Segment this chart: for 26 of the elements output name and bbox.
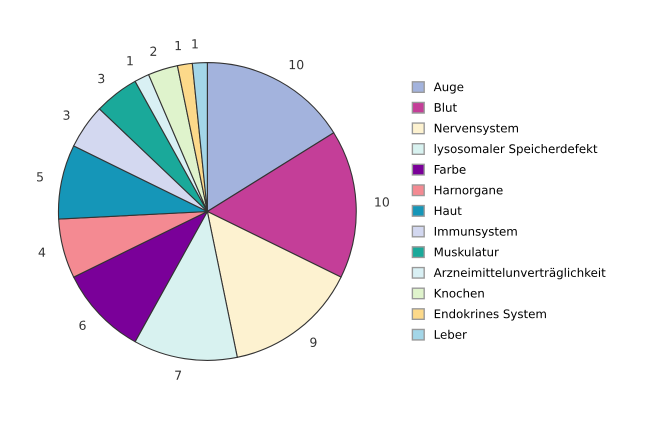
data-label: 3	[98, 74, 104, 84]
data-label: 4	[38, 248, 46, 257]
legend-label: Nervensystem	[434, 124, 518, 135]
data-label: 1	[176, 40, 181, 50]
legend-label: Endokrines System	[434, 309, 546, 321]
legend-label: Harnorgane	[434, 186, 503, 197]
data-label: 10	[290, 60, 304, 70]
legend-label: Blut	[434, 102, 457, 112]
legend-label: Knochen	[434, 288, 484, 298]
data-label: 1	[127, 56, 133, 66]
legend-label: lysosomaler Speicherdefekt	[434, 144, 598, 156]
legend-label: Haut	[434, 206, 462, 216]
legend-label: Leber	[434, 330, 467, 339]
legend-label: Muskulatur	[434, 247, 499, 256]
data-label: 10	[375, 197, 389, 207]
data-label: 7	[175, 370, 182, 380]
data-label: 1	[192, 39, 198, 48]
data-label: 9	[310, 338, 317, 347]
legend-label: Immunsystem	[434, 226, 517, 238]
data-label: 6	[79, 320, 86, 330]
data-label: 2	[150, 46, 156, 56]
legend-label: Farbe	[434, 164, 466, 174]
legend-label: Arzneimittelunverträglichkeit	[434, 268, 606, 280]
data-label: 3	[63, 110, 70, 120]
legend-label: Auge	[434, 82, 464, 94]
data-label: 5	[37, 172, 43, 182]
